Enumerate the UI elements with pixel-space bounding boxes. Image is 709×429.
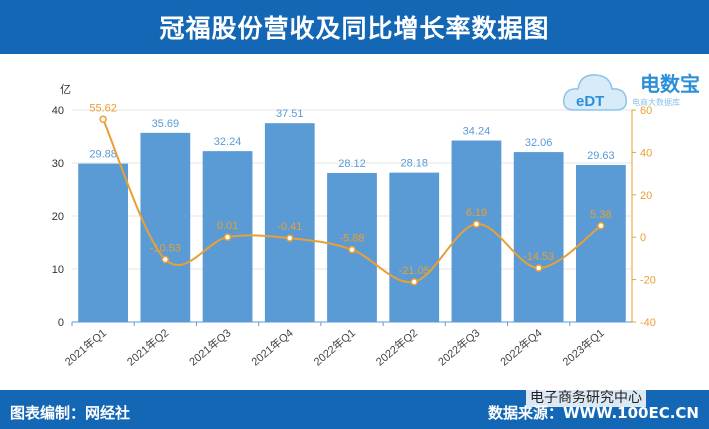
y2-tick-label: -40 bbox=[640, 317, 656, 329]
bar-value-label: 34.24 bbox=[463, 126, 491, 138]
x-tick-label: 2021年Q2 bbox=[124, 326, 171, 369]
growth-rate-label: 6.19 bbox=[466, 207, 487, 219]
growth-rate-point bbox=[597, 222, 605, 230]
growth-rate-label: 55.62 bbox=[89, 102, 117, 114]
growth-rate-label: 5.38 bbox=[590, 209, 611, 221]
growth-rate-point bbox=[534, 264, 543, 272]
cloud-logo-icon: eDT bbox=[562, 74, 628, 111]
bar bbox=[513, 152, 564, 322]
x-tick-label: 2022年Q4 bbox=[497, 326, 544, 369]
y2-tick-label: -20 bbox=[640, 275, 656, 287]
bar bbox=[264, 123, 315, 323]
y2-tick-label: 20 bbox=[640, 190, 652, 202]
bar-value-label: 32.24 bbox=[214, 136, 242, 148]
bar-value-label: 28.18 bbox=[400, 158, 428, 170]
bar bbox=[576, 164, 626, 322]
bar-value-label: 28.12 bbox=[338, 158, 366, 170]
footer-watermark: 电子商务研究中心 bbox=[526, 387, 646, 407]
y-tick-label: 40 bbox=[52, 105, 64, 117]
y2-tick-label: 40 bbox=[640, 147, 652, 159]
x-tick-label: 2022年Q1 bbox=[311, 326, 358, 369]
growth-rate-point bbox=[161, 255, 170, 264]
y-tick-label: 0 bbox=[58, 317, 64, 329]
y-tick-label: 10 bbox=[52, 264, 64, 276]
growth-rate-point bbox=[223, 233, 232, 241]
growth-rate-point bbox=[410, 278, 418, 286]
footer-credit: 图表编制：网经社 bbox=[10, 404, 131, 422]
growth-rate-label: -21.05 bbox=[399, 265, 430, 277]
chart-svg: 0 10 20 30 40 -40 -20 0 20 40 60 亿 29.88 35.69 32.24 37… bbox=[52, 83, 656, 369]
logo-subtitle: 电商大数据库 bbox=[632, 98, 680, 107]
footer-bar: 图表编制：网经社 电子商务研究中心 数据来源：WWW.100EC.CN bbox=[0, 387, 709, 429]
growth-rate-label: -10.53 bbox=[150, 243, 181, 255]
y2-tick-label: 60 bbox=[640, 105, 652, 117]
bar bbox=[140, 132, 191, 322]
growth-rate-point bbox=[348, 245, 356, 254]
growth-rate-point bbox=[472, 220, 481, 228]
x-tick-label: 2021年Q3 bbox=[186, 326, 233, 369]
bar-value-label: 37.51 bbox=[276, 108, 304, 120]
logo-mark: eDT bbox=[576, 93, 604, 110]
logo-name: 电数宝 bbox=[640, 72, 700, 96]
bar-value-label: 35.69 bbox=[152, 118, 180, 130]
growth-rate-label: 0.01 bbox=[217, 220, 238, 232]
bar-value-label: 29.63 bbox=[587, 150, 615, 162]
chart-title: 冠福股份营收及同比增长率数据图 bbox=[159, 14, 550, 43]
bar-value-label: 32.06 bbox=[525, 137, 553, 149]
header-bar: 冠福股份营收及同比增长率数据图 bbox=[0, 0, 709, 54]
x-tick-label: 2021年Q1 bbox=[62, 326, 109, 369]
x-tick-label: 2022年Q3 bbox=[435, 326, 482, 369]
bar-value-label: 29.88 bbox=[89, 149, 117, 161]
y-tick-label: 20 bbox=[52, 211, 64, 223]
growth-rate-label: -0.41 bbox=[277, 221, 302, 233]
bar bbox=[389, 172, 440, 322]
growth-rate-point bbox=[99, 115, 107, 124]
growth-rate-label: -14.53 bbox=[523, 251, 554, 263]
x-tick-label: 2021年Q4 bbox=[248, 326, 295, 369]
footer-source: 数据来源：WWW.100EC.CN bbox=[488, 404, 699, 422]
growth-rate-point bbox=[286, 234, 294, 242]
y2-tick-label: 0 bbox=[640, 232, 646, 244]
y-axis-unit: 亿 bbox=[60, 83, 71, 96]
y-tick-label: 30 bbox=[52, 158, 64, 170]
x-tick-label: 2022年Q2 bbox=[373, 326, 420, 369]
x-tick-label: 2023年Q1 bbox=[559, 326, 606, 369]
growth-rate-label: -5.88 bbox=[339, 233, 364, 245]
bar bbox=[78, 163, 128, 322]
